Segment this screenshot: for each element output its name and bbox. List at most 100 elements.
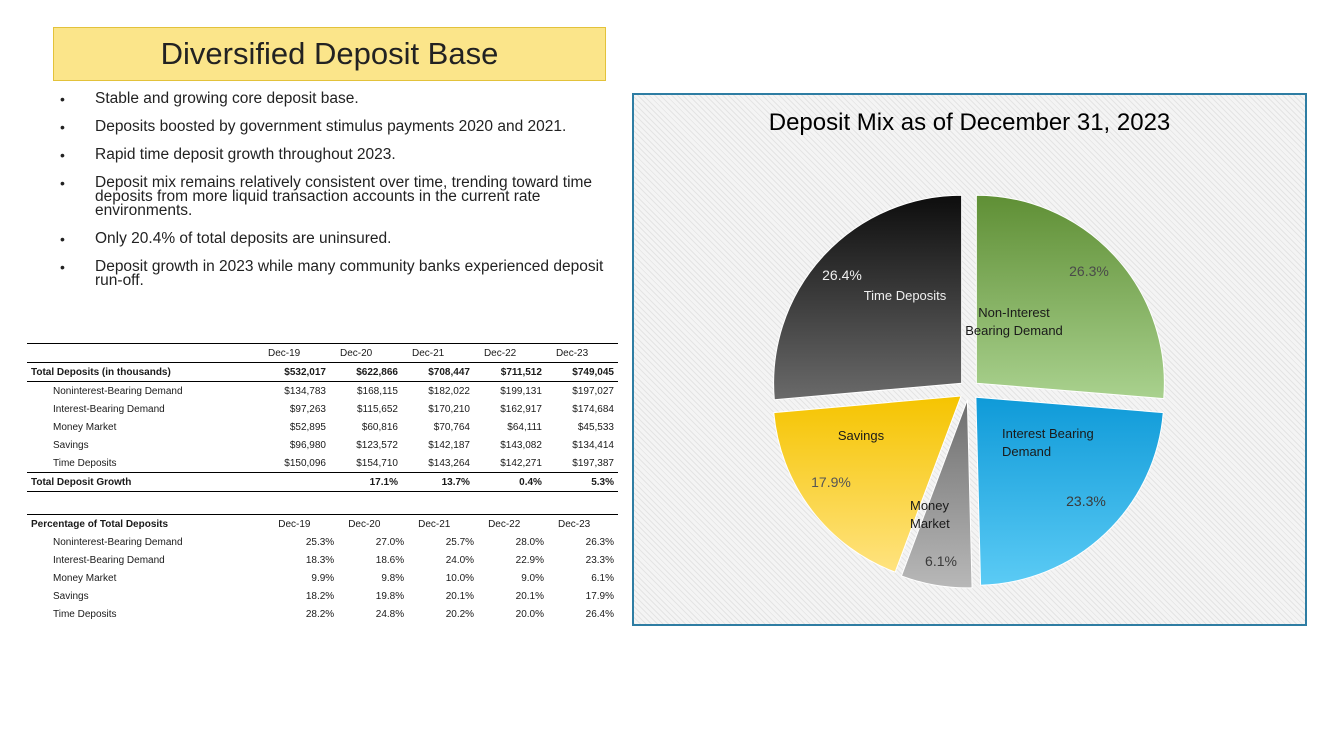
table-row: Noninterest-Bearing Demand $134,783 $168…: [27, 382, 618, 401]
table-cell: $64,111: [507, 421, 542, 433]
table-cell: 9.0%: [521, 572, 544, 584]
table-cell: 20.1%: [515, 590, 544, 602]
table-row-total: Total Deposits (in thousands) $532,017 $…: [27, 362, 618, 382]
table-cell: 22.9%: [515, 554, 544, 566]
table-cell: $115,652: [357, 403, 398, 415]
table-cell: 27.0%: [375, 536, 405, 548]
slice-percent-label: 6.1%: [925, 553, 957, 569]
pie-chart: Non-Interest Bearing Demand 26.3% Interest …: [773, 194, 1165, 589]
pie-slice: [975, 396, 1164, 586]
slide-title: Diversified Deposit Base: [53, 27, 606, 81]
row-label: Time Deposits: [53, 608, 117, 620]
table-cell: $134,783: [284, 385, 326, 397]
bullet-item: Rapid time deposit growth throughout 202…: [60, 147, 620, 163]
pie-chart-frame: Deposit Mix as of December 31, 2023 Non-…: [632, 93, 1307, 626]
table-row: Interest-Bearing Demand 18.3% 18.6% 24.0…: [27, 551, 618, 569]
table-row: Time Deposits 28.2% 24.8% 20.2% 20.0% 26…: [27, 605, 618, 623]
table-header-cell: Dec-19: [268, 514, 339, 533]
table-header-cell: Dec-22: [473, 343, 546, 363]
table-cell: [258, 472, 330, 492]
percent-table: Percentage of Total Deposits Dec-19 Dec-…: [27, 514, 618, 623]
table-cell: $199,131: [500, 385, 542, 397]
row-label: Savings: [53, 590, 89, 602]
row-label: Interest-Bearing Demand: [53, 403, 165, 415]
pie-slice: [975, 194, 1165, 400]
bullet-item: Deposits boosted by government stimulus …: [60, 119, 620, 135]
table-cell: 26.3%: [585, 536, 614, 548]
table-cell: $197,027: [572, 385, 614, 397]
table-cell: 20.2%: [445, 608, 475, 620]
table-header-cell: Dec-20: [329, 343, 402, 363]
table-cell: $45,533: [577, 421, 614, 433]
table-cell: $96,980: [289, 439, 326, 451]
table-header-cell: [27, 343, 258, 363]
row-label: Time Deposits: [53, 457, 117, 469]
bullet-item: Deposit mix remains relatively consisten…: [60, 175, 620, 219]
table-header-cell: Dec-20: [338, 514, 409, 533]
table-header-cell: Dec-21: [401, 343, 474, 363]
table-cell: $168,115: [357, 385, 398, 397]
table-cell: 18.6%: [375, 554, 405, 566]
slice-label: Savings: [838, 428, 885, 443]
table-cell: 19.8%: [375, 590, 405, 602]
table-cell: 28.0%: [515, 536, 544, 548]
table-cell: $532,017: [258, 362, 330, 382]
table-cell: $622,866: [329, 362, 402, 382]
table-cell: 13.7%: [401, 472, 474, 492]
table-cell: 25.7%: [445, 536, 475, 548]
slice-label: Money Market: [910, 498, 950, 531]
table-cell: $711,512: [473, 362, 546, 382]
table-header-cell: Dec-23: [545, 343, 618, 363]
bullet-item: Deposit growth in 2023 while many commun…: [60, 259, 620, 289]
row-label: Money Market: [53, 421, 117, 433]
table-cell: $142,271: [500, 457, 542, 469]
deposits-table: Dec-19 Dec-20 Dec-21 Dec-22 Dec-23 Total…: [27, 343, 618, 492]
table-cell: 17.9%: [585, 590, 614, 602]
table-cell: 9.8%: [381, 572, 405, 584]
table-header-cell: Dec-21: [408, 514, 479, 533]
table-header-cell: Dec-23: [548, 514, 618, 533]
slice-label: Interest Bearing Demand: [1002, 426, 1094, 459]
table-cell: 20.1%: [445, 590, 475, 602]
table-cell: 24.8%: [375, 608, 405, 620]
table-cell: $142,187: [428, 439, 470, 451]
row-label: Noninterest-Bearing Demand: [53, 385, 183, 397]
table-row: Savings $96,980 $123,572 $142,187 $143,0…: [27, 436, 618, 454]
table-cell: 18.2%: [305, 590, 335, 602]
pie-slice: [773, 194, 963, 401]
table-row: Money Market 9.9% 9.8% 10.0% 9.0% 6.1%: [27, 569, 618, 587]
table-header-row: Dec-19 Dec-20 Dec-21 Dec-22 Dec-23: [27, 343, 618, 363]
table-header-row: Percentage of Total Deposits Dec-19 Dec-…: [27, 514, 618, 533]
table-row: Money Market $52,895 $60,816 $70,764 $64…: [27, 418, 618, 436]
bullet-list: Stable and growing core deposit base. De…: [60, 91, 620, 302]
table-cell: $143,264: [428, 457, 470, 469]
table-cell: 6.1%: [591, 572, 614, 584]
table-cell: 0.4%: [473, 472, 546, 492]
row-label: Total Deposit Growth: [27, 472, 258, 492]
table-cell: $150,096: [284, 457, 326, 469]
slice-percent-label: 17.9%: [811, 474, 851, 490]
slice-label: Time Deposits: [864, 288, 947, 303]
table-header-cell: Dec-22: [478, 514, 548, 533]
row-label: Savings: [53, 439, 89, 451]
slice-label: Non-Interest Bearing Demand: [965, 305, 1063, 338]
row-label: Total Deposits (in thousands): [27, 362, 258, 382]
table-cell: 23.3%: [585, 554, 614, 566]
table-cell: $70,764: [433, 421, 470, 433]
table-cell: 17.1%: [329, 472, 402, 492]
slice-percent-label: 26.3%: [1069, 263, 1109, 279]
table-row: Savings 18.2% 19.8% 20.1% 20.1% 17.9%: [27, 587, 618, 605]
table-cell: $708,447: [401, 362, 474, 382]
table-cell: 26.4%: [585, 608, 614, 620]
bullet-item: Stable and growing core deposit base.: [60, 91, 620, 107]
row-label: Interest-Bearing Demand: [53, 554, 165, 566]
row-label: Money Market: [53, 572, 117, 584]
row-label: Noninterest-Bearing Demand: [53, 536, 183, 548]
table-header-cell: Dec-19: [258, 343, 330, 363]
table-cell: $123,572: [356, 439, 398, 451]
table-cell: 28.2%: [305, 608, 335, 620]
table-cell: 24.0%: [445, 554, 475, 566]
chart-title: Deposit Mix as of December 31, 2023: [768, 109, 1171, 136]
table-row: Interest-Bearing Demand $97,263 $115,652…: [27, 400, 618, 418]
table-cell: 10.0%: [445, 572, 475, 584]
